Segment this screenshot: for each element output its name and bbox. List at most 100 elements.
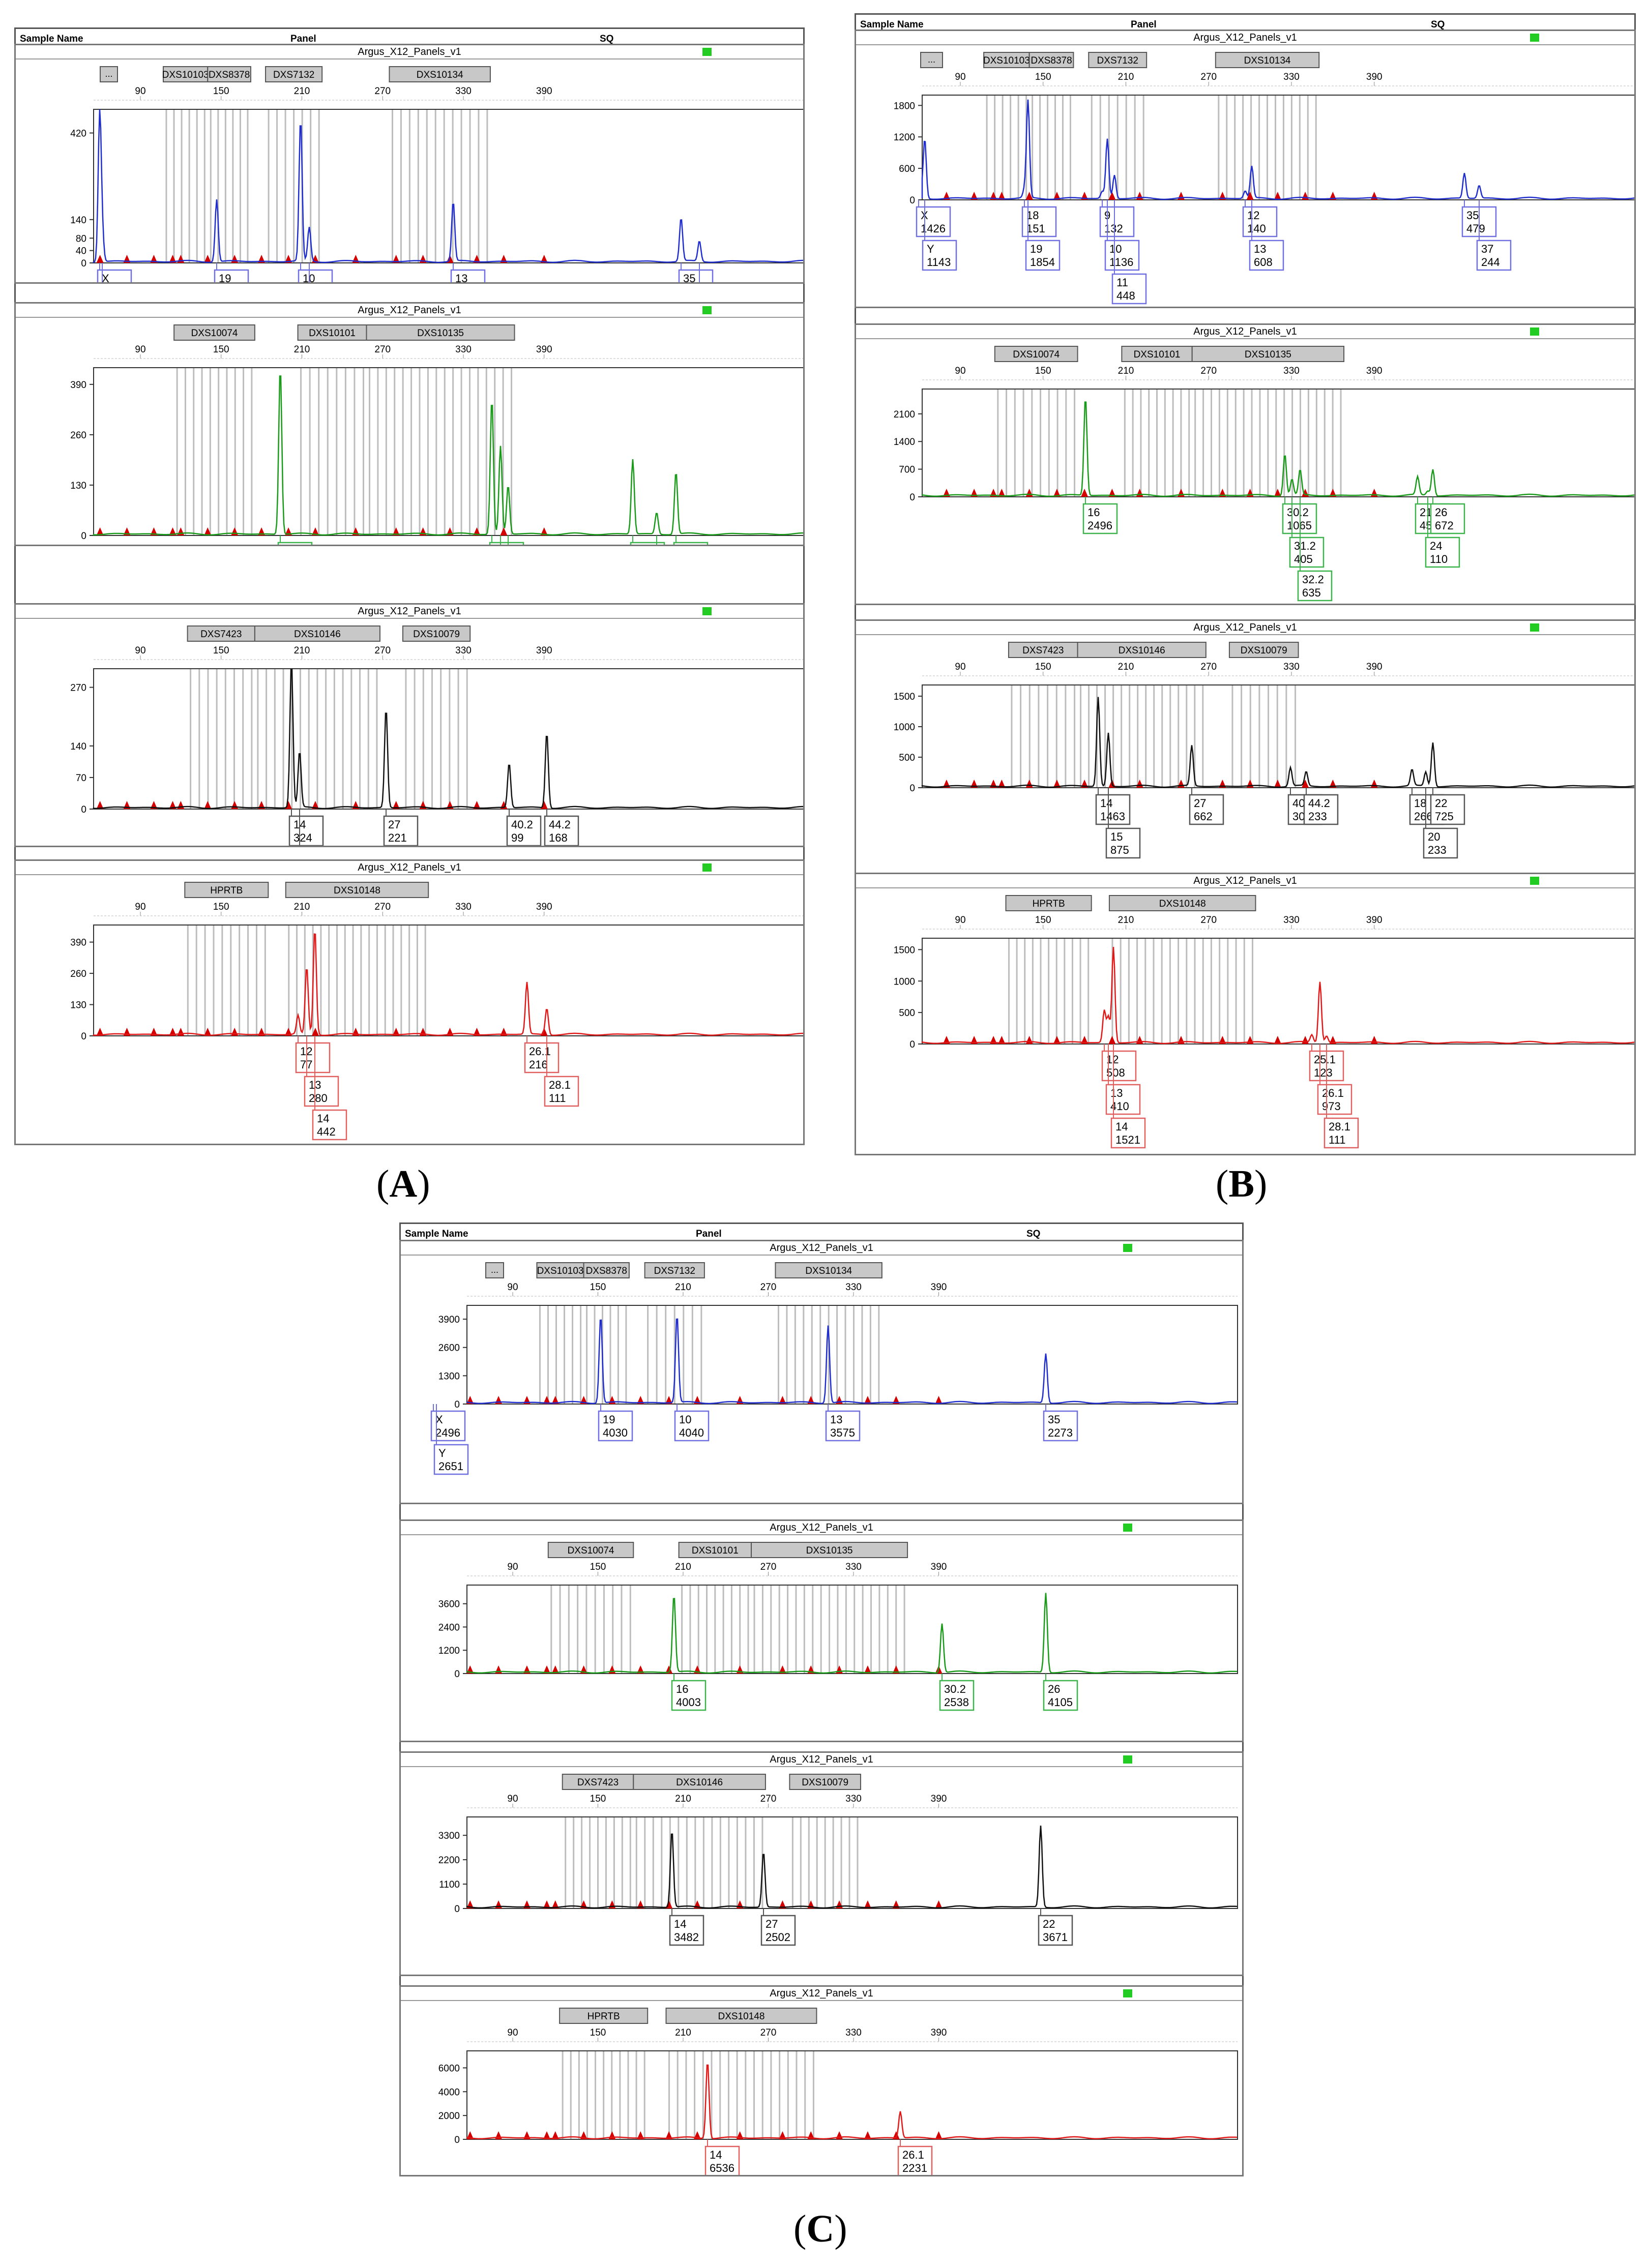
marker-DXS7423[interactable]: DXS7423 <box>562 1774 634 1908</box>
marker-DXS10148[interactable]: DXS10148 <box>285 882 429 1036</box>
marker-DXS10103[interactable]: DXS10103 <box>162 66 209 263</box>
marker-DXS10134[interactable]: DXS10134 <box>775 1262 883 1404</box>
marker-DXS10135[interactable]: DXS10135 <box>751 1542 908 1674</box>
marker-DXS10146[interactable]: DXS10146 <box>254 625 380 809</box>
marker-DXS10134[interactable]: DXS10134 <box>389 66 491 263</box>
allele-call[interactable]: 10460 <box>298 263 333 282</box>
allele-call[interactable]: 9132 <box>1099 200 1135 237</box>
marker-DXS10134[interactable]: DXS10134 <box>1215 52 1320 200</box>
marker-DXS8378[interactable]: DXS8378 <box>1028 52 1074 200</box>
more-markers-button[interactable]: ... <box>485 1262 504 1278</box>
allele-call[interactable]: 40.299 <box>506 809 542 846</box>
allele-call[interactable]: 26162 <box>673 535 709 545</box>
allele-call[interactable]: 2456 <box>655 535 688 545</box>
marker-DXS10148[interactable]: DXS10148 <box>1108 895 1256 1044</box>
marker-DXS10074[interactable]: DXS10074 <box>994 346 1078 497</box>
marker-DXS8378[interactable]: DXS8378 <box>583 1262 630 1404</box>
allele-call[interactable]: X1426 <box>916 200 951 237</box>
marker-DXS10103[interactable]: DXS10103 <box>536 1262 584 1404</box>
marker-DXS10074[interactable]: DXS10074 <box>547 1542 634 1674</box>
allele-call[interactable]: 16432 <box>277 535 313 545</box>
allele-call[interactable]: 3766 <box>697 263 731 282</box>
marker-DXS10103[interactable]: DXS10103 <box>983 52 1030 200</box>
marker-DXS10079[interactable]: DXS10079 <box>1228 642 1299 788</box>
marker-DXS10135[interactable]: DXS10135 <box>1191 346 1345 497</box>
allele-call[interactable]: 15124 <box>298 809 331 846</box>
marker-DXS10101[interactable]: DXS10101 <box>297 324 367 535</box>
marker-HPRTB[interactable]: HPRTB <box>559 2008 649 2139</box>
more-markers-button[interactable]: ... <box>920 52 943 68</box>
allele-call[interactable]: 19202 <box>214 263 249 282</box>
marker-DXS10101[interactable]: DXS10101 <box>1121 346 1193 497</box>
marker-DXS10146[interactable]: DXS10146 <box>1077 642 1207 788</box>
marker-DXS10146[interactable]: DXS10146 <box>633 1774 766 1908</box>
allele-call[interactable]: 1277 <box>295 1036 331 1073</box>
allele-call[interactable]: Y86 <box>100 263 134 282</box>
allele-call[interactable]: 35140 <box>678 263 714 282</box>
marker-DXS7423[interactable]: DXS7423 <box>187 625 255 809</box>
allele-call[interactable]: 11110 <box>307 263 341 282</box>
marker-DXS10148[interactable]: DXS10148 <box>665 2008 817 2139</box>
marker-DXS10074[interactable]: DXS10074 <box>173 324 255 535</box>
marker-HPRTB[interactable]: HPRTB <box>184 882 269 1036</box>
marker-DXS10079[interactable]: DXS10079 <box>789 1774 861 1908</box>
allele-call[interactable]: 30.2351 <box>489 535 524 545</box>
marker-DXS7132[interactable]: DXS7132 <box>644 1262 705 1404</box>
marker-DXS7423[interactable]: DXS7423 <box>1008 642 1078 788</box>
marker-HPRTB[interactable]: HPRTB <box>1005 895 1092 1044</box>
marker-DXS10079[interactable]: DXS10079 <box>402 625 471 809</box>
marker-DXS7132[interactable]: DXS7132 <box>1088 52 1148 200</box>
allele-call[interactable]: X474 <box>97 263 132 282</box>
marker-DXS8378[interactable]: DXS8378 <box>207 66 251 263</box>
allele-call[interactable]: 31.2227 <box>498 535 532 545</box>
allele-call[interactable]: 21.1193 <box>630 535 665 545</box>
more-markers-button[interactable]: ... <box>100 66 118 82</box>
allele-call[interactable]: 13193 <box>450 263 486 282</box>
